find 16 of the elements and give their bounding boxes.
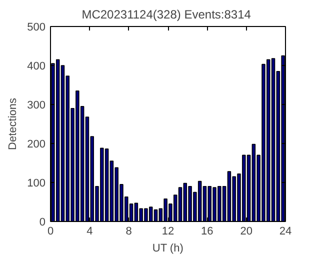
- y-tick-label: 200: [27, 138, 46, 150]
- chart-title: MC20231124(328) Events:8314: [82, 8, 252, 22]
- y-tick-label: 0: [39, 216, 46, 228]
- x-tick-label: 12: [162, 226, 174, 238]
- y-axis-title: Detections: [7, 98, 20, 150]
- y-tick-label: 300: [27, 100, 46, 112]
- x-tick-label: 4: [86, 226, 93, 238]
- x-tick-label: 0: [47, 226, 54, 238]
- y-tick-label: 100: [27, 178, 46, 190]
- y-tick-label: 400: [27, 60, 46, 72]
- x-tick-label: 8: [126, 226, 132, 238]
- x-axis-title: UT (h): [152, 242, 184, 254]
- x-tick-label: 24: [279, 226, 292, 238]
- y-tick-label: 500: [27, 22, 46, 34]
- x-tick-label: 20: [240, 226, 252, 238]
- x-tick-label: 16: [201, 226, 214, 238]
